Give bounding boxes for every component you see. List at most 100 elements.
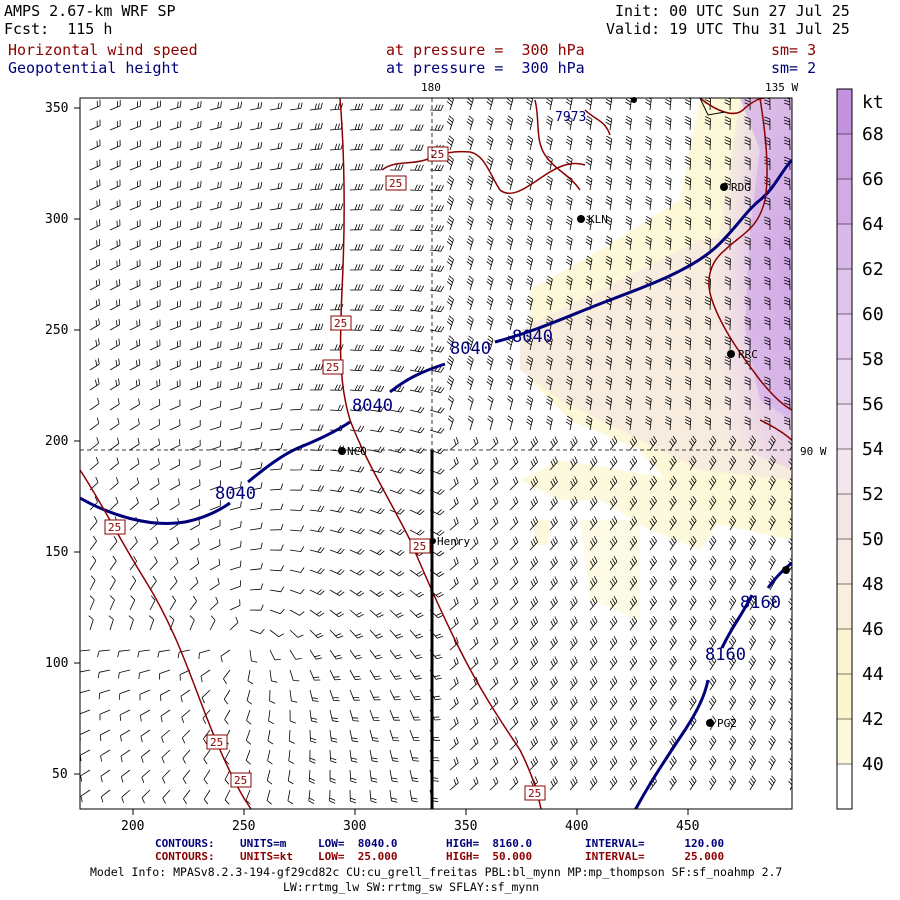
wind-barb — [609, 656, 618, 671]
wind-barb — [704, 236, 711, 251]
wind-barb — [109, 358, 120, 371]
wind-barb — [609, 456, 618, 471]
wind-barb — [149, 319, 161, 331]
wind-barb — [349, 649, 363, 660]
wind-barb — [625, 155, 632, 171]
wind-barb — [684, 236, 692, 251]
wind-barb — [389, 244, 404, 251]
wind-barb — [269, 342, 283, 351]
wind-barb — [469, 556, 479, 571]
wind-barb — [549, 436, 558, 451]
wind-barb — [529, 596, 538, 611]
wind-barb — [509, 436, 519, 451]
wind-barb — [529, 756, 538, 771]
wind-barb — [629, 695, 638, 711]
wind-barb — [429, 104, 444, 111]
wind-barb — [229, 421, 242, 431]
wind-barb — [744, 216, 751, 231]
wind-barb — [249, 201, 263, 211]
wind-barb — [189, 220, 202, 231]
station-nco: NCO — [338, 445, 367, 458]
wind-barb — [744, 376, 751, 391]
colorbar-label: 44 — [862, 664, 884, 685]
wind-barb — [704, 316, 711, 331]
wind-barb — [369, 365, 385, 372]
wind-barb — [309, 343, 324, 351]
wind-barb — [80, 729, 91, 741]
wind-barb — [269, 282, 283, 291]
map-frame — [79, 97, 793, 810]
wind-barb — [245, 749, 251, 765]
wind-barb — [449, 496, 459, 511]
wind-barb — [109, 119, 121, 131]
wind-barb — [449, 516, 459, 531]
wind-barb — [549, 736, 558, 751]
wind-barb — [748, 555, 756, 571]
wind-barb — [783, 376, 791, 391]
wind-barb — [744, 316, 751, 331]
wind-barb — [589, 456, 598, 471]
wind-barb — [89, 456, 99, 471]
wind-barb — [149, 279, 161, 291]
wind-barb — [489, 436, 499, 451]
wind-barb — [389, 629, 404, 639]
wind-barb — [129, 398, 140, 411]
wind-barb — [489, 476, 499, 491]
wind-barb — [289, 649, 302, 660]
wind-barb — [149, 220, 161, 231]
wind-barb — [169, 100, 182, 111]
wind-barb — [202, 709, 211, 724]
wind-barb — [249, 322, 263, 331]
wind-barb — [469, 656, 479, 671]
colorbar-swatch — [837, 269, 852, 315]
wind-barb — [309, 444, 324, 451]
wind-barb — [724, 296, 731, 311]
wind-barb — [569, 616, 578, 631]
wind-barb — [625, 195, 632, 211]
wind-barb — [684, 98, 692, 111]
wind-barb — [289, 282, 303, 291]
wind-barb — [649, 455, 657, 471]
wind-barb — [486, 175, 494, 191]
wind-barb — [669, 495, 677, 511]
wind-barb — [180, 689, 191, 703]
wind-barb — [449, 696, 459, 711]
wind-barb — [109, 555, 117, 571]
wind-barb — [229, 441, 242, 451]
wind-barb — [309, 243, 324, 251]
wind-barb — [629, 455, 638, 471]
wind-barb — [689, 475, 697, 491]
wind-barb — [289, 464, 304, 471]
wind-barb — [585, 175, 593, 191]
wind-barb — [229, 261, 242, 271]
wind-barb — [139, 689, 151, 701]
wind-barb — [629, 535, 638, 551]
wind-barb — [409, 789, 418, 803]
wind-barb — [545, 335, 553, 351]
wind-barb — [744, 276, 751, 291]
wind-barb — [605, 415, 613, 431]
wind-barb — [309, 589, 325, 596]
speed-label: 25 — [330, 315, 352, 331]
wind-barb — [129, 457, 140, 471]
wind-barb — [509, 636, 519, 651]
colorbar-swatch — [837, 179, 852, 225]
wind-barb — [209, 558, 221, 571]
x-tick: 300 — [343, 819, 366, 834]
wind-barb — [529, 636, 538, 651]
wind-barb — [724, 136, 731, 151]
wind-barb — [664, 98, 672, 111]
wind-barb — [329, 485, 345, 493]
wind-barb — [329, 183, 344, 191]
wind-barb — [141, 769, 151, 784]
wind-barb — [629, 555, 638, 571]
wind-barb — [545, 135, 553, 151]
wind-barb — [708, 755, 717, 771]
wind-barb — [329, 143, 344, 151]
wind-barb — [149, 458, 160, 471]
wind-barb — [209, 301, 222, 311]
wind-barb — [664, 235, 672, 251]
wind-barb — [545, 175, 553, 191]
wind-barb — [369, 385, 385, 392]
wind-barb — [389, 467, 405, 474]
